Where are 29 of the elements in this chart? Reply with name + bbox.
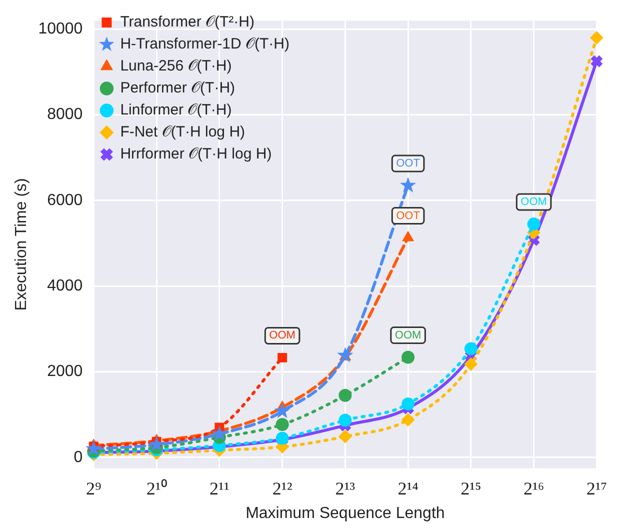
x-tick-label: 2¹⁶ — [523, 478, 544, 499]
y-tick-label: 8000 — [47, 106, 83, 124]
y-tick-label: 0 — [74, 448, 83, 466]
x-tick-label: 2⁹ — [86, 478, 102, 499]
annotation: OOT — [396, 210, 420, 222]
y-tick-label: 2000 — [47, 363, 83, 380]
y-axis-title: Execution Time (s) — [13, 178, 30, 311]
annotation: OOM — [520, 196, 547, 208]
legend-label: Transformer 𝒪(T²·H) — [120, 14, 254, 31]
x-tick-label: 2¹⁷ — [586, 478, 607, 499]
legend-label: Hrrformer 𝒪(T·H log H) — [120, 146, 272, 163]
legend-label: F-Net 𝒪(T·H log H) — [120, 124, 246, 141]
y-tick-label: 4000 — [47, 278, 83, 295]
x-tick-label: 2¹² — [272, 478, 292, 499]
x-tick-label: 2¹³ — [335, 478, 356, 499]
y-tick-label: 10000 — [38, 20, 83, 38]
legend-label: Luna-256 𝒪(T·H) — [120, 58, 232, 75]
x-axis-title: Maximum Sequence Length — [246, 504, 445, 522]
legend-label: H-Transformer-1D 𝒪(T·H) — [120, 36, 290, 53]
legend-label: Linformer 𝒪(T·H) — [120, 102, 232, 119]
y-tick-label: 6000 — [47, 192, 83, 209]
x-tick-label: 2¹⁰ — [146, 478, 167, 499]
x-tick-label: 2¹¹ — [210, 478, 230, 499]
annotation: OOT — [396, 158, 420, 170]
annotation: OOM — [269, 330, 296, 342]
x-tick-label: 2¹⁵ — [460, 478, 482, 499]
annotation: OOM — [394, 329, 422, 342]
x-tick-label: 2¹⁴ — [398, 478, 418, 499]
legend-label: Performer 𝒪(T·H) — [120, 80, 236, 97]
